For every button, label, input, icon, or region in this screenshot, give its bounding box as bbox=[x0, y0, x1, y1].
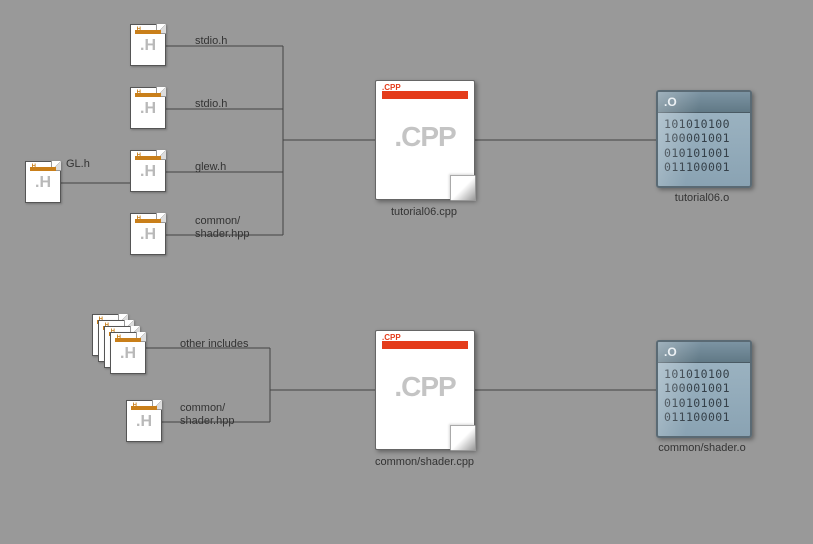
tutorial06-cpp-caption: tutorial06.cpp bbox=[375, 206, 473, 218]
obj-file-icon: .O 101010100 100001001 010101001 0111000… bbox=[656, 340, 752, 438]
gl-label: GL.h bbox=[66, 158, 90, 171]
h-file-icon: .H.H bbox=[130, 150, 166, 192]
shaderhpp-bottom-node: .H.H bbox=[126, 400, 162, 442]
shader-cpp-node: .CPP .CPP common/shader.cpp bbox=[375, 330, 475, 450]
shader-o-node: .O 101010100 100001001 010101001 0111000… bbox=[656, 340, 752, 438]
cpp-file-icon: .CPP .CPP bbox=[375, 80, 475, 200]
shaderhpp-top-node: .H.H bbox=[130, 213, 166, 255]
tutorial06-o-node: .O 101010100 100001001 010101001 0111000… bbox=[656, 90, 752, 188]
tutorial06-o-caption: tutorial06.o bbox=[656, 192, 748, 204]
stdio1-header-node: .H.H bbox=[130, 24, 166, 66]
shader-cpp-caption: common/shader.cpp bbox=[375, 456, 473, 468]
shaderhpp-bottom-label: common/ shader.hpp bbox=[180, 402, 234, 428]
gl-header-node: .H .H bbox=[25, 161, 61, 203]
h-file-icon: .H.H bbox=[126, 400, 162, 442]
shaderhpp-top-label: common/ shader.hpp bbox=[195, 215, 249, 241]
h-file-icon: .H.H bbox=[130, 24, 166, 66]
stdio1-label: stdio.h bbox=[195, 35, 227, 48]
h-file-icon: .H .H bbox=[25, 161, 61, 203]
h-file-icon: .H.H bbox=[130, 87, 166, 129]
glew-label: glew.h bbox=[195, 161, 226, 174]
cpp-file-icon: .CPP .CPP bbox=[375, 330, 475, 450]
shader-o-caption: common/shader.o bbox=[656, 442, 748, 454]
other-includes-stack: .H.H .H.H .H.H .H.H bbox=[92, 314, 142, 370]
tutorial06-cpp-node: .CPP .CPP tutorial06.cpp bbox=[375, 80, 475, 200]
stdio2-label: stdio.h bbox=[195, 98, 227, 111]
h-file-icon: .H.H bbox=[130, 213, 166, 255]
glew-header-node: .H.H bbox=[130, 150, 166, 192]
other-includes-label: other includes bbox=[180, 338, 249, 351]
obj-file-icon: .O 101010100 100001001 010101001 0111000… bbox=[656, 90, 752, 188]
stdio2-header-node: .H.H bbox=[130, 87, 166, 129]
